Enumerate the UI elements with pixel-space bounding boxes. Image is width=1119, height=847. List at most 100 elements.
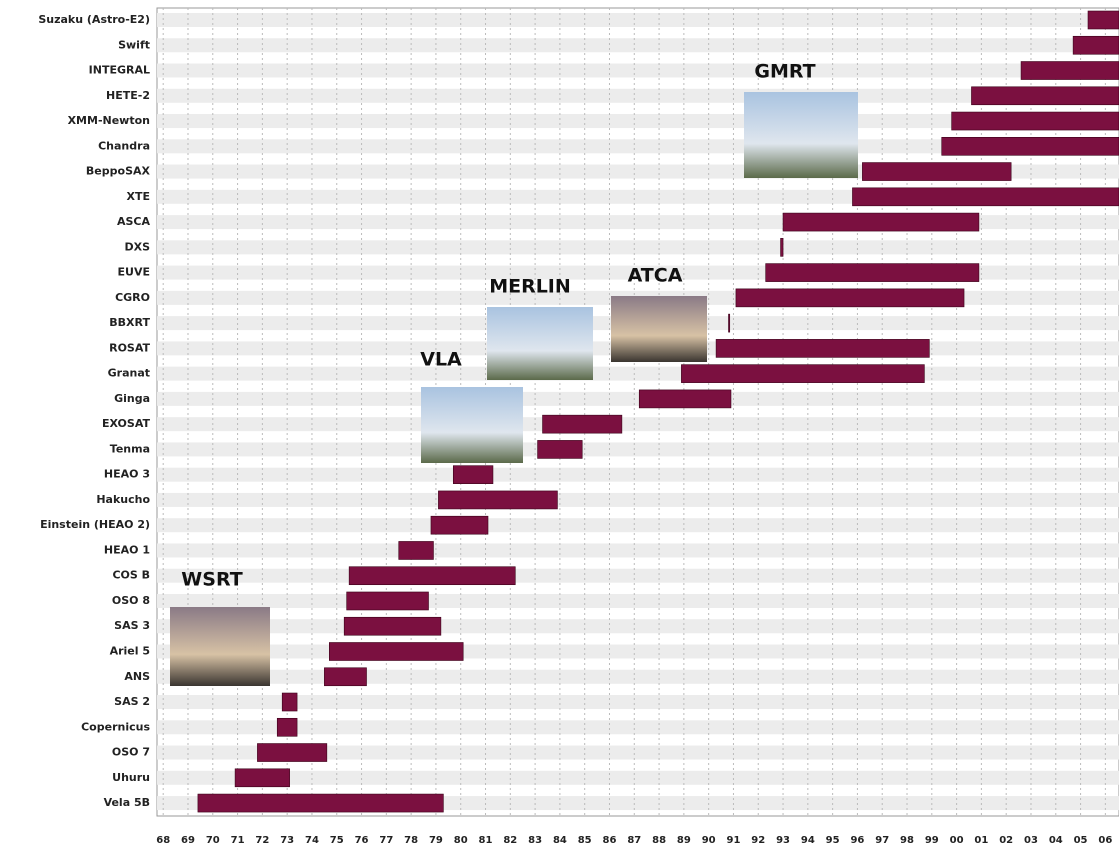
category-label: ANS [124,670,150,683]
row-band [157,745,1119,760]
row-band [157,669,1119,684]
x-tick-label: 80 [454,835,468,846]
bar [1072,35,1119,55]
row-band [157,366,1119,381]
bar [542,414,623,434]
bar [780,238,784,257]
x-tick-label: 03 [1024,835,1038,846]
x-tick-label: 70 [206,835,220,846]
x-tick-label: 98 [900,835,914,846]
category-label: CGRO [115,291,150,304]
row-band [157,543,1119,558]
bar [276,717,298,737]
x-tick-label: 84 [553,835,567,846]
bar [862,162,1012,181]
category-label: HEAO 3 [104,468,150,481]
x-tick-label: 79 [429,835,443,846]
annotation: WSRT [181,569,242,591]
annotation: VLA [420,349,462,371]
bar [1087,10,1119,30]
bar [971,86,1119,106]
row-band [157,492,1119,507]
category-label: Tenma [110,442,150,455]
x-tick-label: 82 [503,835,517,846]
category-label: EUVE [118,266,150,279]
row-band [157,442,1119,457]
row-band [157,644,1119,659]
bar [348,566,516,586]
bar [782,212,980,232]
x-tick-label: 97 [875,835,889,846]
x-tick-label: 99 [925,835,939,846]
category-label: Swift [118,38,150,51]
category-label: HETE-2 [106,89,150,102]
bar [728,313,731,333]
bar [951,111,1119,131]
category-label: XTE [127,190,151,203]
x-tick-label: 93 [776,835,790,846]
x-tick-label: 83 [528,835,542,846]
category-label: Granat [108,367,150,380]
category-label: SAS 2 [114,695,150,708]
row-band [157,88,1119,103]
x-tick-label: 05 [1074,835,1088,846]
x-tick-label: 90 [702,835,716,846]
category-label: Copernicus [81,720,150,733]
bar [852,187,1119,207]
telescope-photo [487,307,593,380]
x-tick-label: 06 [1098,835,1112,846]
row-band [157,38,1119,53]
row-band [157,240,1119,255]
category-label: SAS 3 [114,619,150,632]
x-tick-label: 89 [677,835,691,846]
category-label: Suzaku (Astro-E2) [38,13,150,26]
bar [343,616,442,636]
category-label: BBXRT [109,316,150,329]
category-label: OSO 7 [112,746,150,759]
category-label: Ginga [114,392,150,405]
bar [234,768,290,788]
x-tick-label: 77 [379,835,393,846]
x-tick-label: 86 [603,835,617,846]
x-tick-label: 91 [726,835,740,846]
x-tick-label: 04 [1049,835,1063,846]
row-band [157,139,1119,154]
bar [346,591,429,611]
row-band [157,114,1119,129]
category-label: OSO 8 [112,594,150,607]
bar [715,339,930,358]
bar [735,288,965,308]
bar [765,263,980,282]
category-label: Hakucho [96,493,150,506]
bar [638,389,732,409]
bar [430,515,489,535]
x-tick-label: 72 [255,835,269,846]
bar [281,692,298,712]
bar [324,667,367,687]
category-label: HEAO 1 [104,543,150,556]
x-tick-label: 92 [751,835,765,846]
x-tick-label: 94 [801,835,815,846]
category-label: Vela 5B [104,796,150,809]
bar [438,490,558,510]
category-label: XMM-Newton [68,114,150,127]
x-tick-label: 73 [280,835,294,846]
row-band [157,593,1119,608]
row-band [157,695,1119,710]
bar [257,743,328,762]
bar [1020,61,1119,80]
annotation: MERLIN [489,276,571,298]
row-band [157,467,1119,482]
category-label: Chandra [98,139,150,152]
x-tick-label: 74 [305,835,319,846]
row-band [157,63,1119,78]
category-label: Ariel 5 [110,645,150,658]
bar [537,440,583,459]
x-tick-label: 75 [330,835,344,846]
telescope-photo [170,607,270,686]
x-tick-label: 69 [181,835,195,846]
x-tick-label: 85 [578,835,592,846]
bar [197,793,444,813]
x-tick-label: 00 [950,835,964,846]
